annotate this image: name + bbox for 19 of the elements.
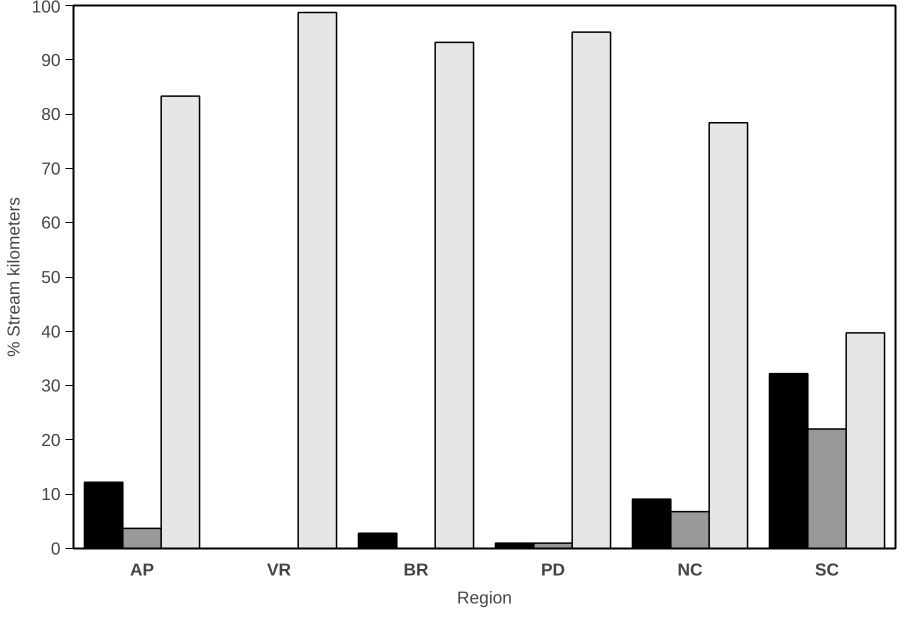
x-tick-label: PD: [540, 560, 566, 580]
y-tick-label: 30: [41, 376, 61, 396]
y-tick-label: 70: [41, 158, 61, 178]
x-tick-label: SC: [814, 560, 840, 580]
y-tick-label: 90: [41, 50, 61, 70]
y-tick-label: 60: [41, 212, 61, 233]
y-tick-label: 100: [32, 0, 61, 16]
x-tick-label: VR: [266, 560, 292, 580]
x-tick-label: NC: [677, 560, 703, 580]
y-tick-label: 0: [50, 538, 61, 558]
y-axis-title: % Stream kilometers: [4, 196, 24, 357]
x-tick-label: AP: [130, 560, 154, 580]
y-tick-label: 50: [41, 267, 61, 287]
y-tick-label: 40: [41, 321, 61, 342]
y-tick-label: 20: [41, 430, 61, 450]
y-tick-label: 80: [41, 104, 61, 124]
x-axis-title: Region: [457, 588, 512, 608]
x-tick-label: BR: [403, 560, 429, 580]
y-tick-label: 10: [41, 484, 61, 504]
